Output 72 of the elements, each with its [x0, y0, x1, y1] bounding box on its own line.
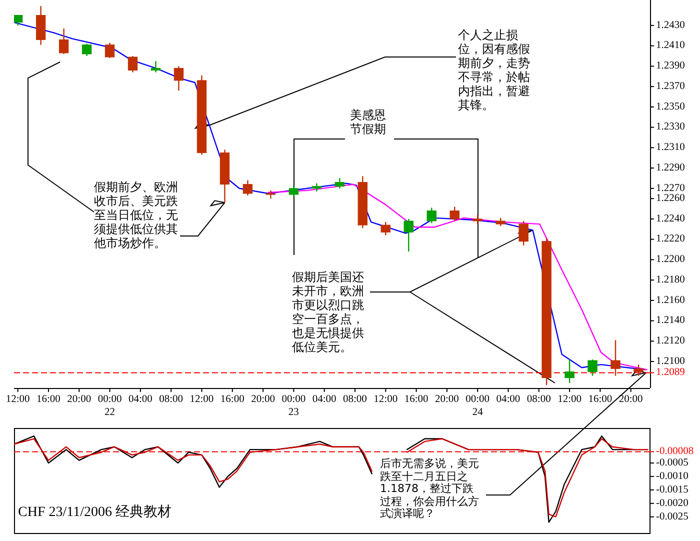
y-tick-label: -0.0020 [656, 498, 688, 509]
x-tick-label: 20:00 [618, 394, 643, 405]
annotation: CHF 23/11/2006 经典教材 [18, 504, 172, 520]
candlestick [450, 206, 460, 222]
x-tick-label: 12:00 [374, 394, 398, 405]
y-tick-label: 1.2140 [656, 315, 685, 326]
y-tick-label: 1.2430 [656, 20, 685, 31]
y-tick-label: 1.2370 [656, 80, 685, 92]
y-tick-label: 1.2410 [656, 40, 685, 52]
annotation: 后市无需多说，美元跌至十二月五日之1.1878，整过下跌过程，你会用什么方式演译呢？ [380, 457, 480, 520]
x-tick-label: 16:00 [588, 394, 612, 405]
ref-line-label: -0.00008 [656, 446, 694, 458]
x-tick-label: 08:00 [159, 394, 184, 405]
x-tick-label: 04:00 [496, 394, 520, 405]
y-tick-label: 1.2200 [656, 254, 685, 266]
annotation: 美感恩节假期 [350, 108, 387, 136]
candlestick [588, 358, 598, 376]
x-tick-label: 00:00 23 [282, 394, 306, 418]
annotation: 假期后美国还未开市，欧洲市更以烈口跳空一百多点，也是无惧提供低位美元。 [292, 270, 365, 354]
x-tick-label: 12:00 [190, 394, 214, 405]
y-tick-label: 1.2260 [656, 192, 685, 204]
candlestick [242, 180, 253, 196]
candlestick [380, 221, 390, 236]
x-tick-label: 16:00 [220, 394, 244, 405]
y-tick-label: 1.2330 [656, 122, 685, 133]
annotation: 假期前夕、欧洲收市后、美元跌至当日低位，无须提供低位供其他市场炒作。 [94, 180, 178, 250]
y-tick-label: 1.2160 [656, 294, 685, 306]
y-tick-label: 1.2100 [656, 356, 685, 367]
candlestick [564, 358, 574, 384]
x-tick-label: 12:00 [558, 394, 582, 405]
x-tick-label: 16:00 [36, 394, 60, 405]
x-tick-label: 04:00 [312, 394, 336, 405]
candlestick [518, 220, 528, 246]
y-tick-label: -0.0015 [656, 484, 688, 496]
x-tick-label: 12:00 [6, 394, 30, 405]
candlestick [82, 43, 92, 57]
candlestick [266, 190, 276, 200]
y-tick-label: 1.2220 [656, 234, 685, 245]
candlestick [174, 66, 184, 92]
y-tick-label: 1.2390 [656, 60, 685, 72]
y-tick-label: 1.2310 [656, 142, 685, 154]
x-tick-label: 00:00 24 [466, 394, 490, 418]
candlestick [426, 207, 436, 224]
x-tick-label: 08:00 [526, 394, 551, 405]
x-tick-label: 00:00 22 [98, 394, 122, 418]
y-tick-label: 1.2350 [656, 101, 685, 112]
candlestick [150, 60, 161, 73]
ref-line-label: 1.2089 [656, 367, 685, 378]
x-tick-label: 20:00 [251, 394, 275, 405]
y-tick-label: -0.0025 [656, 511, 688, 522]
y-tick-label: -0.0005 [656, 457, 688, 468]
y-tick-label: 1.2240 [656, 213, 685, 224]
x-tick-label: 20:00 [434, 394, 459, 405]
y-tick-label: -0.0010 [656, 470, 688, 482]
x-tick-label: 04:00 [128, 394, 152, 405]
x-tick-label: 20:00 [67, 394, 92, 405]
candlestick [288, 186, 299, 198]
y-tick-label: 1.2270 [656, 182, 685, 194]
candlestick [404, 218, 414, 252]
candlestick [472, 214, 482, 225]
candlestick [334, 178, 345, 189]
candlestick [610, 340, 620, 376]
annotation: 个人之止损位，因有感假期前夕，走势不寻常，於帖内指出，暂避其锋。 [458, 28, 531, 112]
candlestick [104, 42, 115, 59]
candlestick [14, 14, 23, 26]
candlestick [58, 28, 69, 55]
candlestick [128, 55, 138, 73]
x-tick-label: 16:00 [404, 394, 428, 405]
y-tick-label: 1.2120 [656, 336, 685, 347]
x-tick-label: 08:00 [343, 394, 367, 405]
y-tick-label: 1.2290 [656, 162, 685, 174]
y-tick-label: 1.2180 [656, 274, 685, 286]
